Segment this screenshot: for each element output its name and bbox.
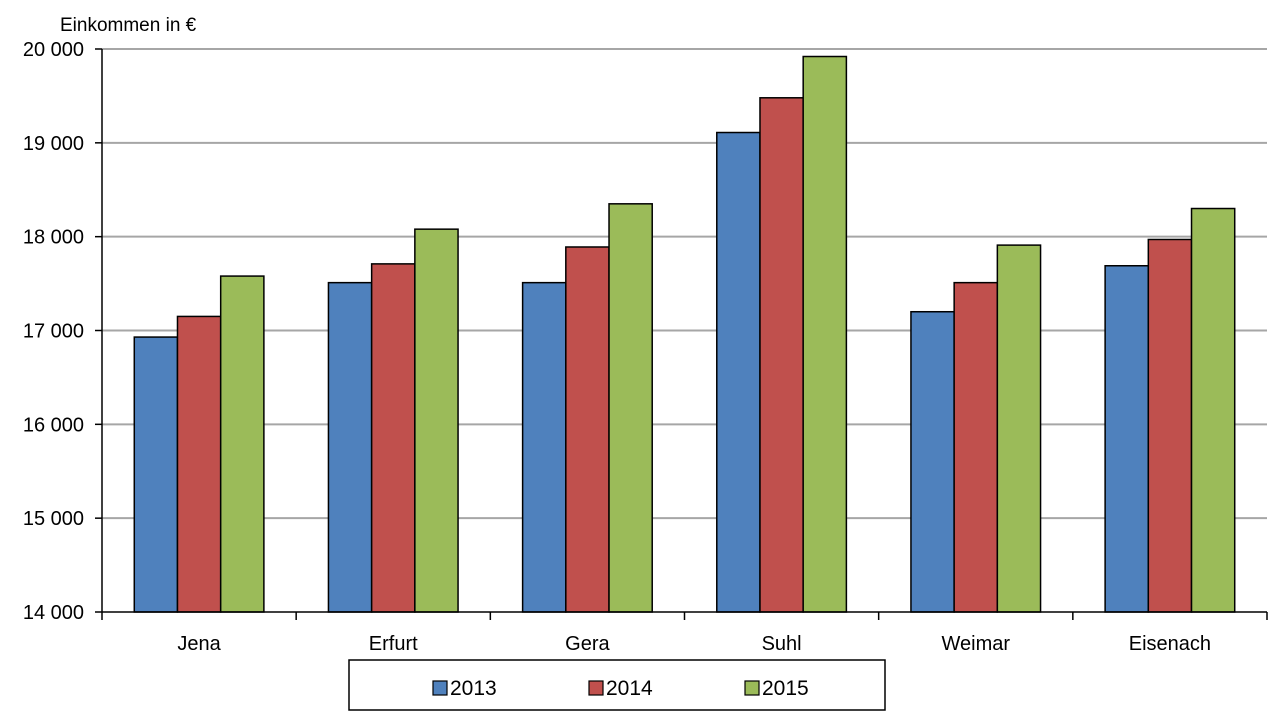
x-tick-label: Erfurt — [369, 633, 418, 655]
x-tick-label: Gera — [565, 633, 610, 655]
y-tick-label: 19 000 — [23, 133, 84, 155]
bar-2015-jena — [219, 275, 265, 613]
y-axis-title: Einkommen in € — [60, 15, 197, 36]
y-tick-label: 17 000 — [23, 321, 84, 343]
y-tick-label: 14 000 — [23, 602, 84, 624]
bar-2015-erfurt — [414, 228, 459, 613]
bar-2013-eisenach — [1104, 265, 1150, 613]
legend-swatch-2015 — [744, 680, 760, 696]
bars — [133, 55, 1236, 613]
bar-2015-weimar — [996, 244, 1042, 613]
bar-2014-eisenach — [1147, 238, 1193, 613]
x-tick-label: Eisenach — [1129, 633, 1211, 655]
bar-2015-suhl — [802, 55, 848, 613]
bar-2013-erfurt — [327, 281, 373, 613]
legend-swatch-2014 — [588, 680, 604, 696]
legend-label-2015: 2015 — [762, 677, 809, 700]
y-ticks: 14 000 15 000 16 000 17 000 18 000 19 000 20 0… — [23, 39, 102, 624]
gridlines — [102, 48, 1267, 520]
legend-swatch-2013 — [432, 680, 448, 696]
bar-2014-suhl — [759, 97, 804, 613]
bar-2015-eisenach — [1190, 207, 1236, 613]
y-tick-label: 20 000 — [23, 39, 84, 61]
bar-2013-gera — [521, 281, 567, 613]
bar-2013-jena — [133, 336, 179, 613]
bar-2014-weimar — [953, 281, 999, 613]
bar-2015-gera — [608, 203, 653, 613]
bar-2014-gera — [565, 246, 610, 613]
y-tick-label: 16 000 — [23, 414, 84, 436]
bar-2013-suhl — [716, 131, 761, 613]
y-tick-label: 15 000 — [23, 508, 84, 530]
x-ticks: Jena Erfurt Gera Suhl Weimar Eisenach — [101, 612, 1268, 655]
bar-2014-erfurt — [370, 263, 416, 613]
x-tick-label: Weimar — [941, 633, 1010, 655]
bar-2014-jena — [176, 315, 222, 613]
legend-label-2014: 2014 — [606, 677, 653, 700]
y-tick-label: 18 000 — [23, 227, 84, 249]
bar-2013-weimar — [910, 310, 955, 613]
x-tick-label: Suhl — [762, 633, 802, 655]
x-tick-label: Jena — [177, 633, 221, 655]
legend-label-2013: 2013 — [450, 677, 497, 700]
legend: 2013 2014 2015 — [348, 659, 886, 711]
